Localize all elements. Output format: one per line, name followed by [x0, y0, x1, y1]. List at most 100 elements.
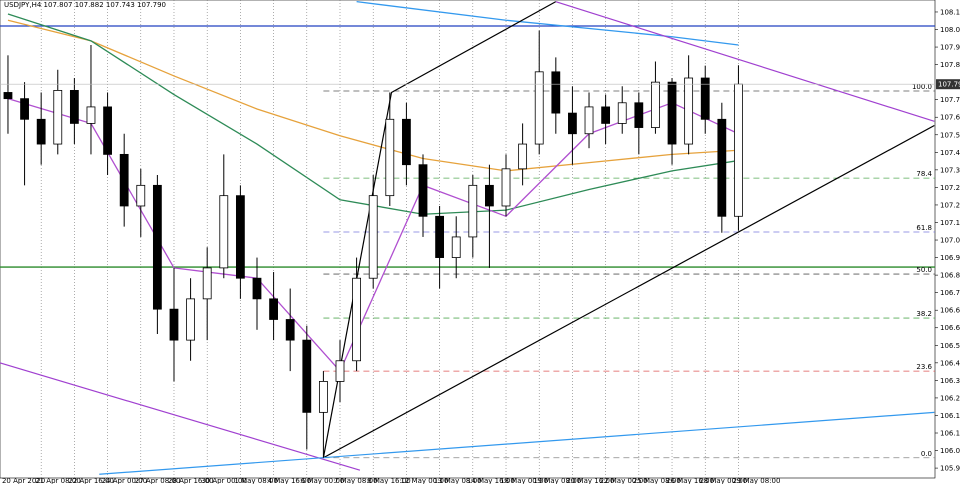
candle-body [485, 184, 494, 207]
x-tick-label: 21 Apr 08:00 [35, 477, 81, 484]
x-tick-label: 1 May 08:00 [234, 477, 278, 484]
candle-body [385, 118, 395, 197]
candle-body [285, 319, 295, 341]
candle-body [684, 77, 694, 145]
candle-body [651, 81, 660, 128]
candle-body [717, 118, 727, 217]
x-tick-label: 4 May 16:00 [268, 477, 312, 484]
moving-average [356, 1, 739, 46]
candle-body [402, 118, 411, 166]
candle-body [269, 298, 278, 320]
moving-average [7, 13, 739, 215]
y-tick-label: 106.610 [940, 324, 960, 332]
candle-body [534, 71, 544, 145]
y-tick-label: 107.120 [940, 219, 960, 227]
candle-body [568, 112, 577, 135]
y-tick-label: 107.715 [940, 96, 960, 104]
candle-body [69, 89, 79, 124]
fib-label: 23.6 [916, 363, 932, 371]
trendline [555, 1, 935, 122]
plot-area [0, 0, 936, 479]
y-tick-label: 106.780 [940, 289, 960, 297]
candle-body [634, 102, 644, 128]
candle-body [352, 277, 362, 362]
candle-body [235, 195, 245, 279]
candle-body [86, 106, 96, 124]
trendline [322, 1, 557, 458]
x-tick-label: 28 Apr 16:00 [168, 477, 214, 484]
candle-body [219, 195, 229, 269]
y-tick-label: 106.440 [940, 359, 960, 367]
x-tick-label: 18 May 00:00 [500, 477, 548, 484]
y-tick-label: 107.630 [940, 114, 960, 122]
candle-body [202, 267, 212, 300]
candle-body [700, 77, 710, 120]
x-tick-label: 22 May 00:00 [600, 477, 648, 484]
y-tick-label: 107.460 [940, 149, 960, 157]
candle-body [136, 184, 146, 207]
candle-body [36, 118, 46, 145]
y-tick-label: 108.140 [940, 8, 960, 16]
x-tick-label: 20 Apr 2020 [2, 477, 45, 484]
x-tick-label: 6 May 00:00 [301, 477, 345, 484]
x-tick-label: 22 Apr 16:00 [68, 477, 114, 484]
candle-body [667, 81, 677, 145]
y-tick-label: 106.525 [940, 342, 960, 350]
fib-label: 50.0 [916, 266, 932, 274]
candle-body [584, 106, 594, 135]
y-tick-label: 107.970 [940, 44, 960, 52]
x-tick-label: 27 Apr 08:00 [135, 477, 181, 484]
y-tick-label: 106.355 [940, 377, 960, 385]
x-tick-label: 30 Apr 00:00 [201, 477, 247, 484]
y-tick-label: 107.375 [940, 166, 960, 174]
candle-body [186, 298, 195, 341]
y-tick-label: 107.290 [940, 184, 960, 192]
y-tick-label: 105.930 [940, 465, 960, 473]
chart-title: USDJPY,H4 107.807 107.882 107.743 107.79… [4, 1, 166, 9]
y-tick-label: 107.205 [940, 201, 960, 209]
y-tick-label: 107.035 [940, 237, 960, 245]
candle-body [3, 92, 13, 100]
candle-body [53, 89, 63, 145]
candle-body [501, 168, 511, 207]
y-tick-label: 106.865 [940, 272, 960, 280]
x-tick-label: 8 May 16:00 [367, 477, 411, 484]
y-tick-label: 106.270 [940, 394, 960, 402]
x-tick-label: 13 May 08:00 [434, 477, 482, 484]
price-box [936, 79, 960, 90]
fib-label: 78.4 [916, 170, 932, 178]
candle-body [335, 360, 345, 382]
x-tick-label: 29 May 08:00 [732, 477, 780, 484]
x-tick-label: 26 May 16:00 [666, 477, 714, 484]
candle-body [103, 106, 112, 155]
candle-body [302, 339, 312, 413]
y-tick-label: 107.885 [940, 61, 960, 69]
candle-body [451, 236, 461, 258]
candle-body [551, 71, 561, 114]
fib-label: 61.8 [916, 224, 932, 232]
trendline [323, 124, 935, 459]
candle-body [617, 102, 627, 124]
moving-average [7, 98, 739, 373]
y-tick-label: 107.545 [940, 131, 960, 139]
y-tick-label: 106.695 [940, 307, 960, 315]
y-tick-label: 106.015 [940, 447, 960, 455]
fib-label: 100.0 [912, 83, 932, 91]
x-tick-label: 14 May 16:00 [467, 477, 515, 484]
x-tick-label: 12 May 00:00 [400, 477, 448, 484]
fib-label: 38.2 [916, 310, 932, 318]
trendline [0, 362, 361, 471]
candle-body [734, 83, 743, 217]
x-tick-label: 25 May 08:00 [633, 477, 681, 484]
fib-label: 0.0 [921, 450, 932, 458]
price-label: 107.790 [938, 81, 960, 89]
x-tick-label: 20 May 16:00 [566, 477, 614, 484]
candle-body [152, 184, 162, 310]
y-tick-label: 108.055 [940, 26, 960, 34]
y-tick-label: 106.950 [940, 254, 960, 262]
y-tick-label: 106.100 [940, 430, 960, 438]
y-tick-label: 106.185 [940, 412, 960, 420]
x-tick-label: 7 May 08:00 [334, 477, 378, 484]
x-tick-label: 28 May 00:00 [699, 477, 747, 484]
